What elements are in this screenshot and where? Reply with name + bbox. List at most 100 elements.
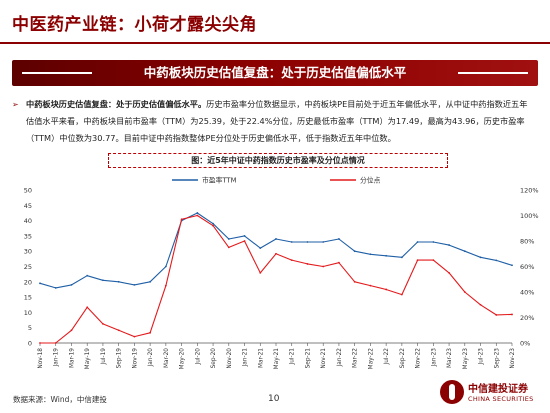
series-line-pe — [39, 212, 513, 289]
x-tick-label: Sep-20 — [211, 348, 217, 369]
x-tick-label: Mar-20 — [164, 348, 170, 368]
data-point — [369, 284, 372, 287]
x-tick-label: Jan-21 — [243, 348, 249, 368]
data-point — [322, 241, 325, 243]
chart-title: 图：近5年中证中药指数历史市盈率及分位点情况 — [191, 156, 365, 165]
data-point — [306, 241, 309, 243]
x-tick-label: Nov-21 — [321, 348, 327, 369]
chart-title-box: 图：近5年中证中药指数历史市盈率及分位点情况 — [108, 153, 448, 168]
y-left-tick-label: 35 — [24, 232, 32, 240]
logo-name-cn: 中信建投证券 — [468, 384, 528, 395]
banner-text: 中药板块历史估值复盘：处于历史估值偏低水平 — [143, 65, 407, 80]
x-tick-label: Nov-22 — [416, 348, 422, 369]
x-tick-label: Mar-22 — [353, 348, 359, 368]
x-tick-label: Mar-23 — [447, 348, 453, 368]
data-point — [353, 250, 356, 253]
data-point — [86, 306, 89, 309]
data-point — [400, 293, 403, 296]
data-point — [290, 241, 293, 243]
y-left-tick-label: 10 — [24, 309, 32, 317]
y-right-tick-label: 0% — [520, 340, 530, 348]
x-tick-label: Mar-21 — [258, 348, 264, 368]
data-point — [164, 284, 167, 287]
data-point — [54, 287, 57, 289]
x-tick-label: Jan-23 — [431, 348, 437, 368]
banner-right-line — [458, 72, 528, 74]
company-logo: 中信建投证券 CHINA SECURITIES — [440, 378, 545, 408]
x-tick-label: Sep-21 — [305, 348, 311, 369]
y-left-tick-label: 40 — [24, 217, 32, 225]
y-left-tick-label: 25 — [24, 263, 32, 271]
legend-label: 分位点 — [360, 176, 381, 185]
y-left-tick-label: 5 — [28, 324, 32, 332]
logo-mark-icon — [440, 380, 464, 404]
y-left-tick-label: 20 — [24, 278, 32, 286]
series-line-percentile — [40, 214, 513, 344]
x-tick-label: Nov-19 — [132, 348, 138, 369]
y-right-tick-label: 80% — [520, 238, 534, 246]
title-divider — [0, 42, 550, 44]
data-point — [479, 303, 482, 306]
data-point — [54, 342, 57, 344]
y-left-tick-label: 45 — [24, 202, 32, 210]
logo-name-en: CHINA SECURITIES — [468, 395, 534, 403]
data-point — [479, 256, 482, 259]
x-tick-label: May-20 — [180, 348, 186, 370]
y-left-tick-label: 30 — [24, 248, 32, 256]
data-point — [212, 224, 214, 227]
y-right-tick-label: 40% — [520, 289, 534, 297]
x-tick-label: Sep-19 — [117, 348, 123, 369]
y-right-tick-label: 60% — [520, 263, 534, 271]
data-point — [227, 246, 230, 249]
data-point — [196, 214, 199, 217]
x-tick-label: May-23 — [463, 348, 469, 370]
data-point — [511, 264, 513, 267]
banner-background — [12, 60, 538, 86]
data-point — [432, 241, 435, 243]
x-tick-label: Jul-19 — [101, 348, 107, 366]
x-tick-label: Nov-23 — [510, 348, 516, 369]
y-right-tick-label: 120% — [520, 187, 539, 195]
data-point — [70, 329, 73, 332]
page-title: 中医药产业链：小荷才露尖尖角 — [12, 15, 257, 35]
y-left-tick-label: 0 — [28, 340, 32, 348]
data-point — [416, 241, 419, 243]
data-point — [416, 259, 419, 262]
data-point — [259, 247, 262, 250]
data-point — [117, 329, 120, 332]
data-point — [149, 280, 152, 283]
paragraph-bold-lead: 中药板块历史估值复盘：处于历史估值偏低水平。 — [26, 99, 207, 109]
data-point — [275, 238, 277, 240]
data-point — [164, 265, 167, 268]
x-tick-label: Sep-22 — [400, 348, 406, 369]
data-point — [353, 280, 356, 283]
data-point — [86, 274, 89, 277]
data-point — [448, 271, 450, 274]
x-tick-label: Nov-18 — [38, 348, 44, 369]
data-point — [133, 283, 136, 286]
data-point — [369, 253, 372, 256]
data-point — [495, 259, 498, 262]
y-right-tick-label: 20% — [520, 314, 534, 322]
page-number: 10 — [268, 394, 280, 404]
data-point — [227, 238, 230, 240]
banner-left-line — [22, 72, 92, 74]
data-point — [243, 235, 246, 237]
data-point — [338, 238, 340, 240]
data-point — [39, 282, 41, 285]
data-point — [259, 271, 262, 274]
data-point — [400, 256, 403, 259]
x-tick-label: May-19 — [85, 348, 91, 370]
data-point — [385, 288, 388, 291]
data-point — [243, 240, 246, 242]
x-tick-label: Jul-22 — [384, 348, 390, 366]
data-point — [448, 244, 450, 246]
x-tick-label: Jan-22 — [337, 348, 343, 368]
y-right-tick-label: 100% — [520, 212, 539, 220]
data-point — [338, 261, 340, 264]
x-tick-label: May-22 — [368, 348, 374, 370]
data-point — [180, 218, 183, 221]
data-point — [102, 279, 104, 282]
data-source: 数据来源：Wind，中信建投 — [13, 395, 107, 404]
x-tick-label: Jul-20 — [195, 348, 201, 366]
